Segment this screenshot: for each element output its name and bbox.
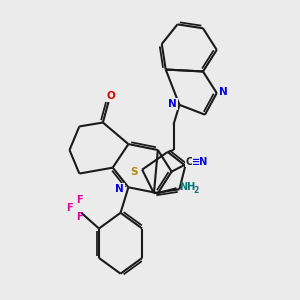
Text: N: N bbox=[116, 184, 124, 194]
Text: F: F bbox=[66, 203, 73, 213]
Text: F: F bbox=[76, 212, 83, 222]
Text: F: F bbox=[76, 195, 83, 205]
Text: O: O bbox=[106, 91, 115, 101]
Text: C: C bbox=[186, 157, 193, 167]
Text: N: N bbox=[219, 87, 228, 97]
Text: N: N bbox=[168, 99, 177, 109]
Text: NH: NH bbox=[179, 182, 196, 191]
Text: ≡N: ≡N bbox=[192, 157, 208, 167]
Text: 2: 2 bbox=[193, 186, 198, 195]
Text: S: S bbox=[130, 167, 138, 177]
